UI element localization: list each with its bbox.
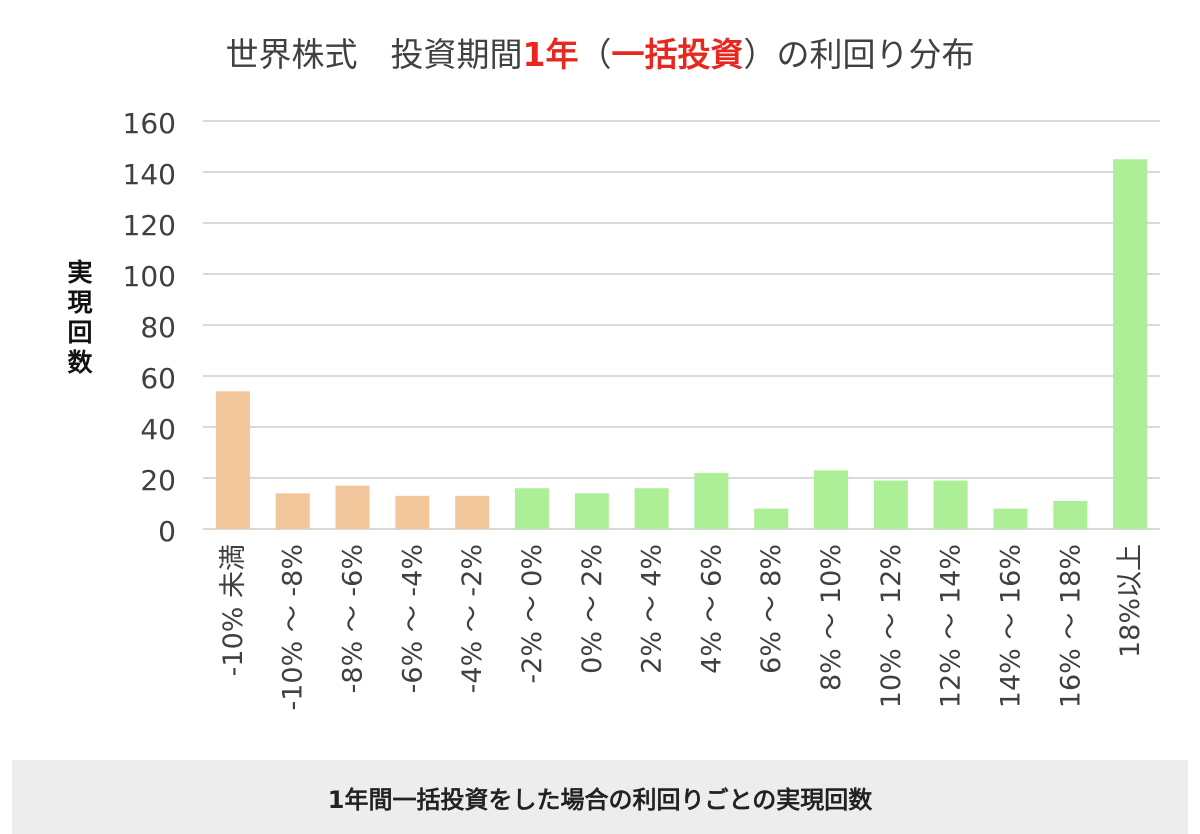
title-part-1: 世界株式 投資期間 [225,35,523,74]
y-tick-label: 20 [140,464,176,497]
caption-bar: 1年間一括投資をした場合の利回りごとの実現回数 [12,760,1188,834]
caption-text: 1年間一括投資をした場合の利回りごとの実現回数 [327,785,873,814]
y-tick-label: 40 [140,413,176,446]
x-tick-label: -8% ～ -6% [338,544,369,693]
x-tick-label: -6% ～ -4% [397,544,428,693]
bar [395,495,430,529]
x-tick-label: -2% ～ 0% [517,544,548,684]
x-tick-label: 0% ～ 2% [577,544,608,674]
x-tick-label: 6% ～ 8% [756,544,787,674]
x-tick-label: 18%以上 [1115,544,1146,658]
y-axis-label-char: 数 [67,348,93,377]
x-tick-label: 8% ～ 10% [816,544,847,691]
title-part-2: 1年 [522,35,579,74]
x-tick-label: 10% ～ 12% [876,544,907,708]
y-axis-label-char: 回 [67,318,93,347]
y-tick-label: 120 [123,209,176,242]
y-axis-label-char: 実 [67,258,93,287]
y-tick-label: 80 [140,311,176,344]
x-tick-label: 14% ～ 16% [995,544,1026,708]
y-tick-label: 160 [123,107,176,140]
title-part-3: （ [578,35,612,74]
chart-title: 世界株式 投資期間1年（一括投資）の利回り分布 [0,28,1200,76]
x-tick-label: 2% ～ 4% [637,544,668,674]
bar [215,391,250,529]
x-tick-label: 4% ～ 6% [696,544,727,674]
bar [514,488,549,529]
y-axis-label: 実現回数 [60,258,100,378]
bar [694,472,729,529]
y-tick-label: 0 [158,515,176,548]
bar [455,495,490,529]
bar [814,470,849,529]
title-part-5: ）の利回り分布 [743,35,975,74]
bar [275,493,310,529]
title-part-4: 一括投資 [611,35,744,74]
y-axis-label-char: 現 [67,288,93,317]
bar [574,493,609,529]
y-tick-label: 60 [140,362,176,395]
x-tick-label: -4% ～ -2% [457,544,488,693]
bar [933,480,968,529]
bar [993,508,1028,529]
bar [873,480,908,529]
x-tick-label: -10% 未満 [218,544,249,676]
x-tick-label: 16% ～ 18% [1055,544,1086,708]
x-tick-label: 12% ～ 14% [936,544,967,708]
bar-chart: 0 20 40 60 80 100 120 140 160 -10% 未満 -10% ～ -8% -8… [123,107,1160,711]
y-tick-label: 140 [123,158,176,191]
x-tick-label: -10% ～ -8% [278,544,309,711]
y-tick-label: 100 [123,260,176,293]
bar [1053,500,1088,529]
bar [634,488,669,529]
bar [1113,159,1148,529]
bar [754,508,789,529]
bar [335,485,370,529]
